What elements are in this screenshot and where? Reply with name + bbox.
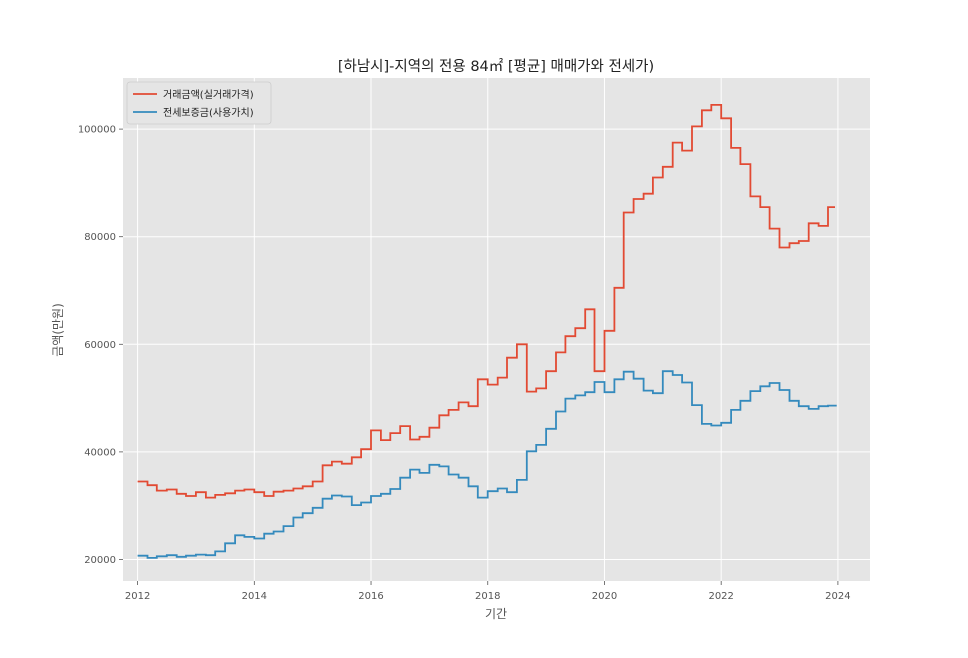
x-tick-label: 2016 [358,591,383,602]
y-tick-label: 40000 [84,447,116,458]
y-axis-ticks: 20000 40000 60000 80000 100000 [78,125,123,566]
y-axis-label: 금액(만원) [51,303,65,357]
series-line-sale-price [137,104,835,499]
grid-lines [123,78,870,581]
x-tick-label: 2020 [592,591,617,602]
series-line-jeonse-deposit [137,370,837,559]
x-tick-label: 2022 [708,591,733,602]
x-tick-label: 2024 [825,591,850,602]
y-tick-label: 60000 [84,340,116,351]
x-tick-label: 2018 [475,591,500,602]
y-tick-label: 20000 [84,555,116,566]
y-tick-label: 100000 [78,125,116,136]
x-axis-ticks: 2012 2014 2016 2018 2020 2022 2024 [125,581,851,602]
series-layer [137,104,837,559]
x-tick-label: 2012 [125,591,150,602]
y-tick-label: 80000 [84,232,116,243]
legend: 거래금액(실거래가격) 전세보증금(사용가치) [126,81,272,125]
x-tick-label: 2014 [242,591,267,602]
plot-background [123,78,870,581]
legend-box [126,81,272,125]
legend-label-jeonse: 전세보증금(사용가치) [163,107,254,119]
x-axis-label: 기간 [485,607,507,621]
chart-title: [하남시]-지역의 전용 84㎡ [평균] 매매가와 전세가) [338,58,654,75]
legend-label-sale: 거래금액(실거래가격) [163,88,254,101]
